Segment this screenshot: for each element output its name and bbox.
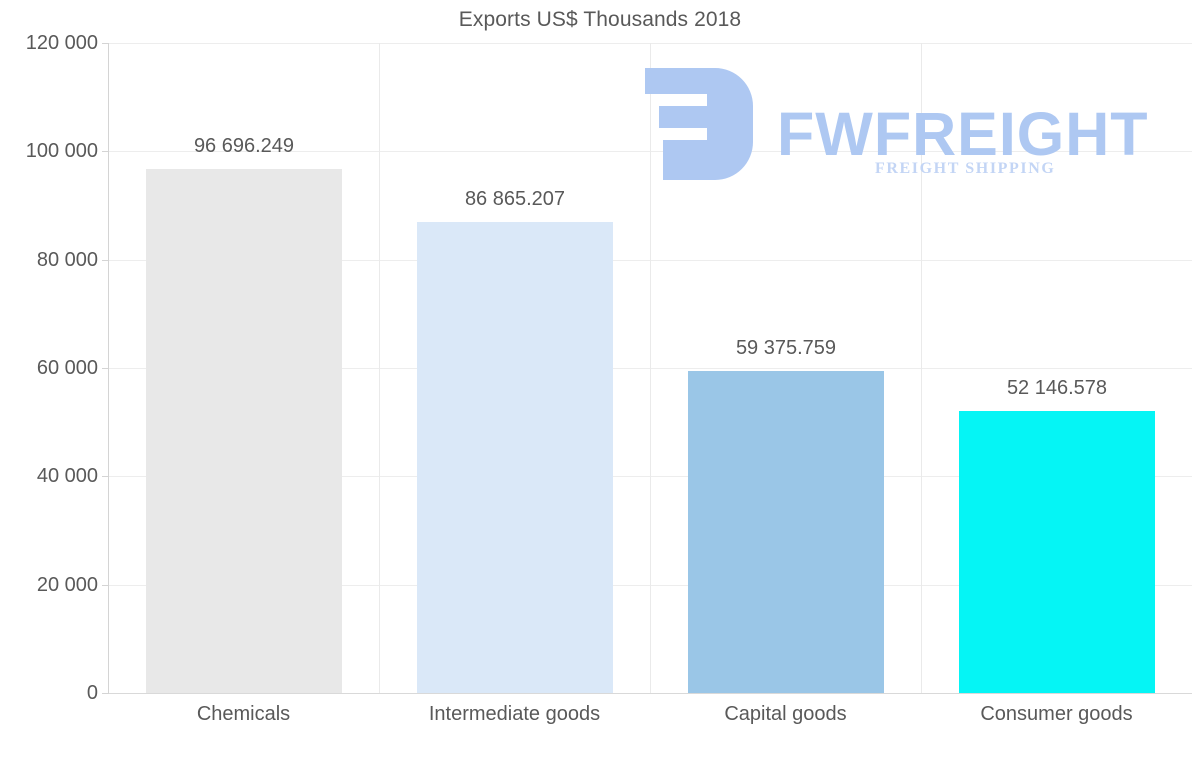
bar-chemicals[interactable]	[146, 169, 342, 693]
y-axis-tick	[102, 476, 108, 478]
bar-value-label: 52 146.578	[1006, 377, 1108, 399]
y-axis-tick	[102, 259, 108, 261]
y-axis-tick-label: 0	[86, 682, 98, 704]
bar-capital-goods[interactable]	[688, 371, 884, 693]
bars-container: 96 696.249 86 865.207 59 375.759 52 146.578	[108, 43, 1192, 693]
x-axis-category-labels: Chemicals Intermediate goods Capital goods…	[108, 703, 1192, 743]
y-axis-tick	[102, 151, 108, 153]
bar-value-label: 96 696.249	[193, 135, 295, 157]
y-gridline	[108, 693, 1192, 694]
y-axis-tick-label: 100 000	[25, 140, 98, 163]
y-axis-tick-label: 120 000	[25, 32, 98, 54]
chart-title: Exports US$ Thousands 2018	[458, 8, 742, 31]
y-axis-tick-label: 40 000	[36, 465, 98, 488]
bar-consumer-goods[interactable]	[959, 411, 1155, 693]
y-axis-tick-label: 20 000	[36, 573, 98, 596]
y-axis-tick-label: 80 000	[36, 248, 98, 271]
x-axis-label-intermediate-goods: Intermediate goods	[428, 703, 601, 725]
x-axis-label-consumer-goods: Consumer goods	[980, 703, 1133, 725]
x-gridline	[921, 43, 922, 693]
y-axis-tick	[102, 693, 108, 694]
x-axis-label-capital-goods: Capital goods	[724, 703, 847, 725]
x-gridline	[650, 43, 651, 693]
y-axis-tick	[102, 368, 108, 369]
y-axis-tick-labels: 0 20 000 40 000 60 000 80 000 100 000 120 000	[0, 32, 100, 704]
y-axis-tick	[102, 43, 108, 44]
bar-value-label: 86 865.207	[464, 188, 566, 210]
y-axis-line	[108, 43, 109, 694]
bar-value-label: 59 375.759	[735, 337, 837, 359]
x-gridline	[379, 43, 380, 693]
bar-intermediate-goods[interactable]	[417, 222, 613, 693]
y-axis-tick-label: 60 000	[36, 357, 98, 379]
y-axis-tick	[102, 584, 108, 586]
x-axis-label-chemicals: Chemicals	[196, 703, 291, 725]
